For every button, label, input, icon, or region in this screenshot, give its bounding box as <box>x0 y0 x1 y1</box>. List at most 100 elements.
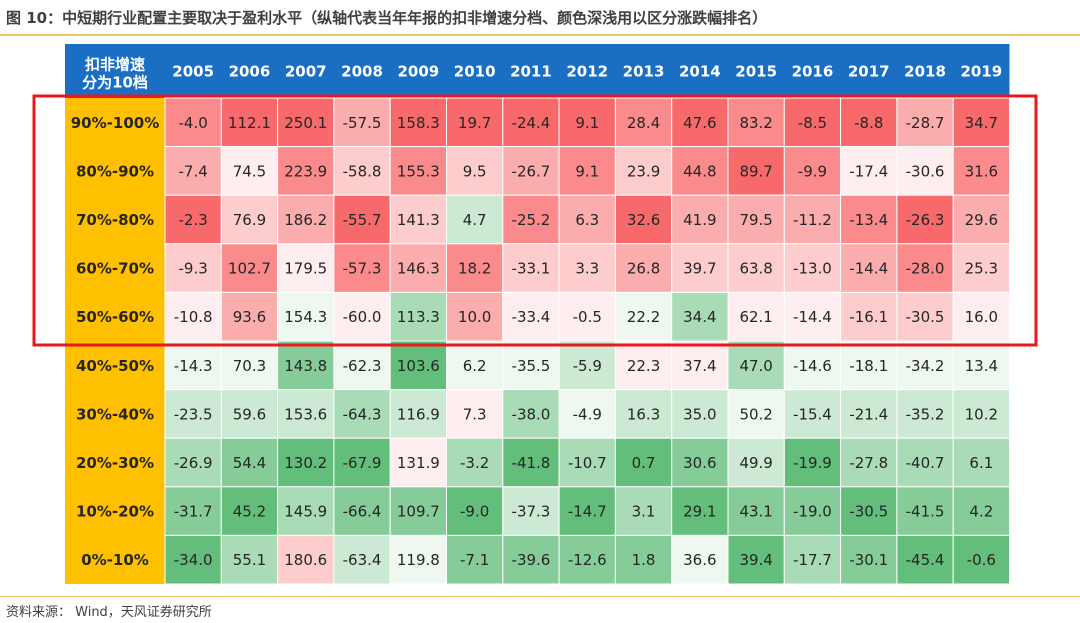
heatmap-cell <box>614 291 673 342</box>
cell-value: -0.6 <box>967 551 996 569</box>
cell-value: -30.1 <box>849 551 888 569</box>
heatmap-cell <box>727 146 785 196</box>
cell-value: -9.9 <box>798 162 827 180</box>
cell-value: 180.6 <box>284 551 327 569</box>
year-label: 2011 <box>510 63 552 81</box>
heatmap-cell <box>502 243 560 293</box>
heatmap-cell <box>220 340 279 391</box>
cell-value: 16.0 <box>965 308 998 326</box>
band-label: 50%-60% <box>76 308 154 326</box>
heatmap-cell <box>220 534 279 585</box>
heatmap-cell <box>277 291 335 342</box>
cell-value: -10.8 <box>174 308 213 326</box>
heatmap-cell <box>840 291 898 342</box>
cell-value: -41.5 <box>906 503 945 521</box>
heatmap-cell <box>333 534 391 585</box>
cell-value: -31.7 <box>174 503 213 521</box>
cell-value: 6.3 <box>575 211 599 229</box>
cell-value: 7.3 <box>463 405 487 423</box>
cell-value: -25.2 <box>512 211 551 229</box>
year-label: 2010 <box>454 63 496 81</box>
header-bar <box>65 44 1010 98</box>
heatmap-cell <box>671 243 729 293</box>
heatmap-cell <box>220 389 279 439</box>
year-label: 2018 <box>904 63 946 81</box>
heatmap-cell <box>389 534 448 585</box>
cell-value: -30.5 <box>849 503 888 521</box>
cell-value: 146.3 <box>397 260 440 278</box>
heatmap-cell <box>558 146 616 196</box>
cell-value: -11.2 <box>793 211 832 229</box>
cell-value: 4.7 <box>463 211 487 229</box>
cell-value: -17.7 <box>793 551 832 569</box>
heatmap-cell <box>277 194 335 245</box>
heatmap-cell <box>896 146 954 196</box>
band-label: 90%-100% <box>71 114 159 132</box>
heatmap-cell <box>727 291 785 342</box>
cell-value: 109.7 <box>397 503 440 521</box>
heatmap-cell <box>277 340 335 391</box>
cell-value: 29.6 <box>965 211 998 229</box>
heatmap-cell <box>727 534 785 585</box>
heatmap-cell <box>164 437 222 488</box>
cell-value: 32.6 <box>627 211 660 229</box>
cell-value: -18.1 <box>849 357 888 375</box>
heatmap-cell <box>558 291 616 342</box>
year-label: 2009 <box>397 63 439 81</box>
cell-value: 43.1 <box>739 503 772 521</box>
cell-value: 23.9 <box>627 162 660 180</box>
heatmap-cell <box>389 486 448 536</box>
cell-value: -7.4 <box>179 162 208 180</box>
heatmap-cell <box>446 97 504 148</box>
heatmap-cell <box>671 146 729 196</box>
footer-divider <box>0 596 1080 597</box>
band-label: 0%-10% <box>81 551 149 569</box>
cell-value: 37.4 <box>683 357 716 375</box>
cell-value: -28.7 <box>906 114 945 132</box>
cell-value: 0.7 <box>632 454 656 472</box>
cell-value: -30.5 <box>906 308 945 326</box>
cell-value: -35.5 <box>512 357 551 375</box>
year-label: 2007 <box>285 63 327 81</box>
heatmap-cell <box>389 243 448 293</box>
heatmap-cell <box>783 97 842 148</box>
cell-value: -14.6 <box>793 357 832 375</box>
heatmap-cell <box>558 97 616 148</box>
cell-value: 186.2 <box>284 211 327 229</box>
band-column <box>65 98 165 584</box>
heatmap-cell <box>783 389 842 439</box>
cell-value: -62.3 <box>343 357 382 375</box>
heatmap-cell <box>896 340 954 391</box>
cell-value: -57.5 <box>343 114 382 132</box>
heatmap-cell <box>952 534 1011 585</box>
heatmap-cell <box>727 437 785 488</box>
cell-value: 93.6 <box>233 308 266 326</box>
heatmap-cell <box>389 194 448 245</box>
corner-label-line2: 分为10档 <box>82 74 148 92</box>
cell-value: 141.3 <box>397 211 440 229</box>
heatmap-cell <box>840 97 898 148</box>
cell-value: -23.5 <box>174 405 213 423</box>
cell-value: 39.4 <box>739 551 772 569</box>
band-label: 20%-30% <box>76 454 154 472</box>
heatmap-cell <box>614 534 673 585</box>
heatmap-cell <box>952 97 1011 148</box>
heatmap-cell <box>558 486 616 536</box>
cell-value: 130.2 <box>284 454 327 472</box>
cell-value: -13.4 <box>849 211 888 229</box>
cell-value: -4.9 <box>573 405 602 423</box>
cell-value: 13.4 <box>965 357 998 375</box>
year-label: 2012 <box>566 63 608 81</box>
cell-value: -60.0 <box>343 308 382 326</box>
title-divider <box>0 34 1080 36</box>
cell-value: 62.1 <box>739 308 772 326</box>
year-label: 2005 <box>172 63 214 81</box>
cell-value: -9.3 <box>179 260 208 278</box>
cell-value: 9.1 <box>575 162 599 180</box>
cell-value: -8.8 <box>854 114 883 132</box>
heatmap-cell <box>952 243 1011 293</box>
cell-value: -17.4 <box>849 162 888 180</box>
heatmap-cell <box>671 437 729 488</box>
cell-value: -14.4 <box>793 308 832 326</box>
